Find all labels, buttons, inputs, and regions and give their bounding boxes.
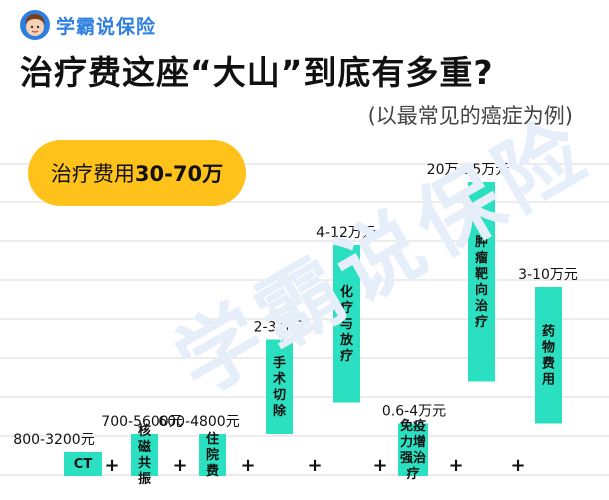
bar-category-label: 住院费 [206, 431, 219, 479]
plus-sign: + [307, 455, 322, 476]
bar [535, 287, 562, 424]
bar-category-label: CT [74, 457, 93, 472]
plus-sign: + [240, 455, 255, 476]
bar-category-label: 肿瘤靶向治疗 [475, 235, 488, 330]
value-label: 600-4800元 [158, 414, 239, 430]
avatar-icon [20, 10, 50, 40]
value-label: 0.6-4万元 [382, 404, 446, 420]
brand-name: 学霸说保险 [56, 15, 157, 38]
badge-prefix: 治疗费用 [50, 162, 135, 186]
plus-sign: + [372, 455, 387, 476]
bar-category-label: 核磁共振 [138, 423, 151, 487]
subtitle: (以最常见的癌症为例) [367, 104, 573, 128]
brand: 学霸说保险 [20, 10, 156, 40]
grid-lines [0, 163, 609, 476]
plus-signs: + + + + + + + [104, 455, 525, 476]
bar [266, 339, 293, 434]
value-label: 800-3200元 [13, 432, 94, 448]
bar [131, 434, 158, 476]
plus-sign: + [104, 455, 119, 476]
bar [64, 452, 102, 476]
plus-sign: + [510, 455, 525, 476]
bar [199, 434, 226, 476]
value-label: 2-3万元 [254, 320, 305, 336]
badge-range: 30-70万 [134, 162, 224, 186]
bar-category-label: 化疗与放疗 [339, 284, 354, 364]
plus-sign: + [172, 455, 187, 476]
bar [398, 423, 428, 476]
bar-category-label: 手术切除 [272, 355, 287, 419]
bar [333, 245, 360, 403]
value-label: 4-12万元 [316, 225, 376, 241]
value-label: 20万-35万元 [427, 162, 510, 178]
bar-category-label: 免疫力增强治疗 [400, 418, 426, 482]
value-label: 3-10万元 [518, 267, 578, 283]
plus-sign: + [448, 455, 463, 476]
value-label: 700-5600元 [101, 414, 182, 430]
page-title: 治疗费这座“大山”到底有多重? [20, 53, 494, 92]
bar [468, 182, 495, 382]
bar-category-label: 药物费用 [541, 323, 555, 387]
cost-badge: 治疗费用 30-70万 [28, 140, 246, 206]
